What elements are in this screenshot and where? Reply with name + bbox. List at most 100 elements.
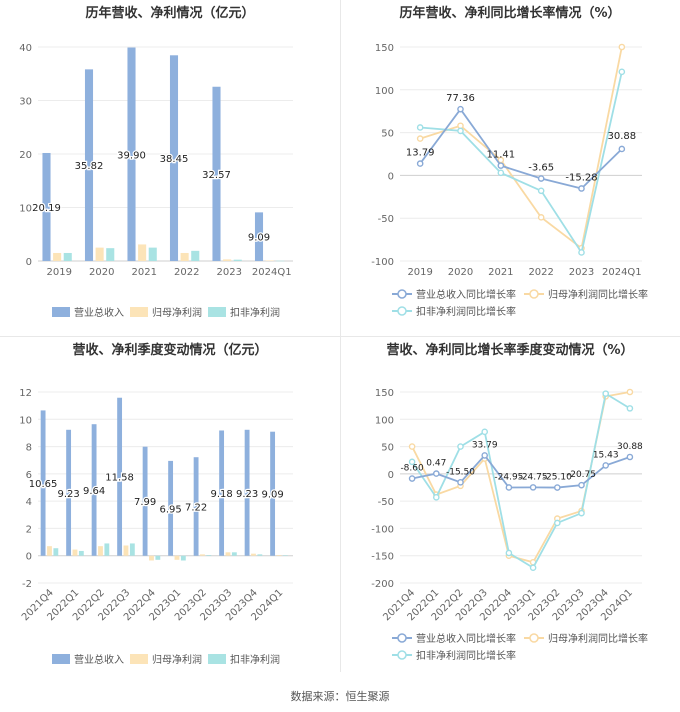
bar-value-label: 32.57 (202, 170, 231, 181)
bar-营业总收入 (254, 212, 264, 261)
legend-marker (529, 289, 539, 299)
x-tick-label: 2020 (448, 267, 473, 278)
legend-swatch (208, 654, 226, 664)
bar-扣非净利润 (206, 555, 212, 556)
bar-扣非净利润 (63, 252, 72, 261)
y-tick-label: 8 (26, 443, 32, 454)
bar-value-label: 35.82 (75, 161, 104, 172)
y-tick-label: -200 (371, 579, 394, 590)
bar-归母净利润 (149, 555, 154, 561)
bar-归母净利润 (95, 247, 104, 261)
bar-扣非净利润 (148, 247, 157, 261)
y-tick-label: 100 (375, 86, 394, 97)
y-tick-label: -150 (371, 552, 394, 563)
y-tick-label: 6 (26, 470, 32, 481)
data-point (537, 187, 545, 195)
line-value-label: -24.75 (519, 472, 548, 482)
bar-扣非净利润 (78, 550, 84, 556)
data-point (416, 124, 424, 131)
y-tick-label: -100 (371, 524, 394, 535)
data-point (457, 127, 464, 135)
bar-归母净利润 (180, 252, 189, 261)
y-tick-label: 0 (26, 257, 32, 268)
data-point (618, 43, 626, 51)
line-value-label: 33.79 (472, 440, 498, 450)
bar-营业总收入 (270, 431, 276, 556)
data-point (497, 162, 505, 169)
legend-label: 扣非净利润同比增长率 (416, 649, 516, 662)
bar-value-label: 6.95 (159, 504, 181, 515)
legend-swatch (130, 307, 148, 317)
data-point (481, 428, 488, 436)
data-point (529, 484, 537, 491)
line-value-label: 11.41 (487, 150, 516, 161)
y-tick-label: 0 (388, 470, 394, 481)
bar-归母净利润 (223, 259, 232, 261)
bar-营业总收入 (127, 47, 136, 261)
x-tick-label: 2024Q1 (602, 267, 642, 278)
y-tick-label: 10 (19, 415, 32, 426)
y-tick-label: 50 (381, 129, 394, 140)
bar-归母净利润 (53, 252, 62, 261)
bar-value-label: 11.58 (105, 473, 134, 484)
data-point (578, 249, 585, 256)
y-tick-label: 10 (19, 204, 32, 215)
data-point (408, 475, 416, 482)
bar-归母净利润 (251, 553, 256, 556)
line-value-label: 0.47 (426, 459, 446, 469)
data-point (626, 388, 634, 396)
bar-营业总收入 (142, 446, 148, 556)
line-value-label: -15.50 (446, 467, 475, 477)
data-point (626, 453, 634, 461)
chart-title: 历年营收、净利情况（亿元） (85, 5, 254, 21)
y-tick-label: 12 (19, 388, 32, 399)
bar-营业总收入 (193, 457, 199, 556)
bar-归母净利润 (72, 549, 78, 556)
bar-营业总收入 (117, 397, 123, 556)
bar-营业总收入 (169, 55, 179, 262)
bar-营业总收入 (91, 424, 97, 556)
legend-label: 归母净利润 (152, 306, 202, 319)
legend-label: 归母净利润同比增长率 (548, 288, 648, 301)
legend-label: 扣非净利润同比增长率 (416, 305, 516, 318)
x-tick-label: 2023 (569, 267, 594, 278)
y-tick-label: 20 (19, 150, 32, 161)
x-tick-label: 2024Q1 (252, 267, 292, 278)
data-point (457, 105, 464, 113)
bar-扣非净利润 (231, 552, 237, 556)
legend-label: 扣非净利润 (230, 306, 280, 319)
data-point (602, 390, 610, 397)
legend-marker (397, 650, 407, 660)
x-tick-label: 2021 (488, 267, 513, 278)
x-tick-label: 2019 (407, 267, 432, 278)
bar-value-label: 10.65 (29, 479, 58, 490)
bar-value-label: 9.64 (83, 486, 105, 497)
x-tick-label: 2019 (47, 267, 72, 278)
bar-value-label: 7.22 (185, 502, 207, 513)
bar-归母净利润 (200, 554, 205, 556)
data-point (416, 135, 424, 142)
bar-value-label: 9.23 (57, 489, 79, 500)
legend-marker (397, 306, 407, 316)
bar-扣非净利润 (282, 555, 288, 556)
y-tick-label: -50 (378, 214, 394, 225)
y-tick-label: 100 (375, 415, 394, 426)
legend-marker (397, 289, 407, 299)
bar-扣非净利润 (276, 260, 285, 262)
line-value-label: 30.88 (608, 131, 637, 142)
y-tick-label: 30 (19, 97, 32, 108)
y-tick-label: 0 (388, 171, 394, 182)
legend-swatch (52, 307, 70, 317)
bar-营业总收入 (168, 460, 174, 556)
legend-label: 营业总收入 (74, 653, 124, 666)
bar-归母净利润 (47, 546, 52, 556)
data-point (578, 481, 585, 489)
line-value-label: 15.43 (593, 450, 619, 460)
y-tick-label: -2 (22, 579, 32, 590)
legend-label: 扣非净利润 (230, 653, 280, 666)
x-tick-label: 2021 (132, 267, 157, 278)
bar-扣非净利润 (53, 548, 59, 556)
data-point (537, 175, 545, 182)
legend-swatch (130, 654, 148, 664)
quarterly-value-chart: 营收、净利季度变动情况（亿元）-20246810122021Q42022Q120… (19, 342, 293, 666)
